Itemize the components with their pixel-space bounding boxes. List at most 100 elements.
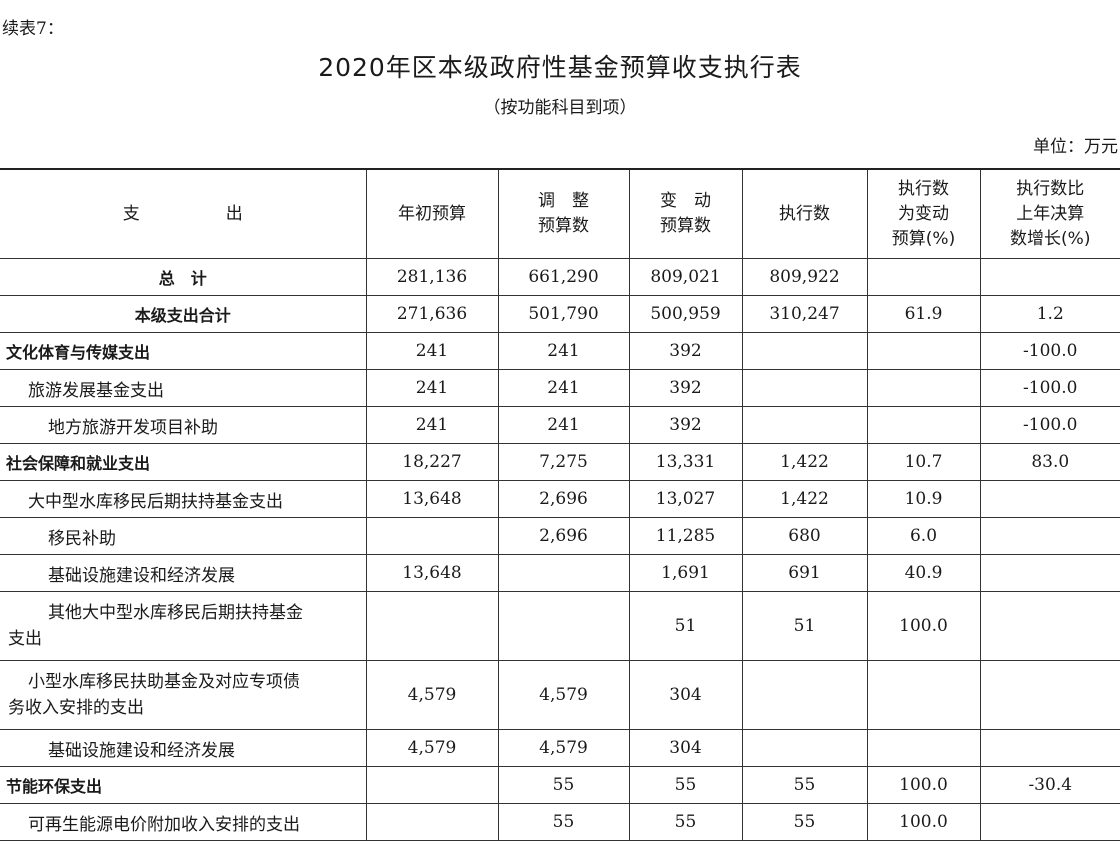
cell-changed: 392	[629, 406, 743, 444]
row-name: 总 计	[0, 258, 367, 296]
cell-pct-changed: 40.9	[867, 554, 981, 592]
cell-growth: 1.2	[980, 295, 1120, 333]
cell-pct-changed: 61.9	[867, 295, 981, 333]
row-name: 可再生能源电价附加收入安排的支出	[0, 803, 367, 841]
table-row: 基础设施建设和经济发展 13,648 1,691 691 40.9	[0, 554, 1120, 592]
cell-initial: 271,636	[366, 295, 499, 333]
row-name: 社会保障和就业支出	[0, 443, 367, 481]
page-subtitle: （按功能科目到项）	[483, 98, 637, 118]
continued-label: 续表7：	[2, 19, 64, 39]
table-row: 总 计 281,136 661,290 809,021 809,922	[0, 258, 1120, 296]
header-changed-budget: 变 动预算数	[629, 168, 743, 259]
cell-adjusted: 661,290	[498, 258, 630, 296]
page-title: 2020年区本级政府性基金预算收支执行表	[318, 53, 802, 82]
row-name: 旅游发展基金支出	[0, 369, 367, 407]
table-row: 文化体育与传媒支出 241 241 392 -100.0	[0, 332, 1120, 370]
cell-changed: 392	[629, 369, 743, 407]
table-row: 旅游发展基金支出 241 241 392 -100.0	[0, 369, 1120, 407]
cell-adjusted: 4,579	[498, 660, 630, 730]
cell-initial: 13,648	[366, 480, 499, 518]
cell-pct-changed: 100.0	[867, 766, 981, 804]
unit-label: 单位：万元	[1033, 137, 1118, 157]
table-row: 地方旅游开发项目补助 241 241 392 -100.0	[0, 406, 1120, 444]
cell-initial: 4,579	[366, 660, 499, 730]
cell-initial: 18,227	[366, 443, 499, 481]
cell-adjusted: 2,696	[498, 517, 630, 555]
cell-adjusted: 501,790	[498, 295, 630, 333]
cell-adjusted: 241	[498, 332, 630, 370]
row-name: 地方旅游开发项目补助	[0, 406, 367, 444]
cell-initial	[366, 803, 499, 841]
cell-growth	[980, 660, 1120, 730]
cell-pct-changed	[867, 258, 981, 296]
cell-adjusted: 2,696	[498, 480, 630, 518]
cell-executed: 55	[742, 803, 868, 841]
cell-growth	[980, 480, 1120, 518]
budget-table: 支 出 年初预算 调 整预算数 变 动预算数 执行数 执行数 为变动 预算(%) 执…	[0, 168, 1120, 841]
header-initial-budget: 年初预算	[366, 168, 499, 259]
cell-executed: 51	[742, 591, 868, 661]
table-row: 小型水库移民扶助基金及对应专项债 务收入安排的支出 4,579 4,579 30…	[0, 660, 1120, 730]
cell-adjusted: 55	[498, 803, 630, 841]
cell-pct-changed	[867, 660, 981, 730]
cell-pct-changed	[867, 406, 981, 444]
cell-executed: 680	[742, 517, 868, 555]
cell-adjusted: 55	[498, 766, 630, 804]
cell-executed	[742, 369, 868, 407]
row-name: 其他大中型水库移民后期扶持基金 支出	[0, 591, 367, 661]
cell-initial: 241	[366, 369, 499, 407]
cell-growth	[980, 258, 1120, 296]
cell-pct-changed	[867, 332, 981, 370]
cell-pct-changed: 6.0	[867, 517, 981, 555]
cell-executed	[742, 332, 868, 370]
cell-adjusted	[498, 591, 630, 661]
cell-executed: 55	[742, 766, 868, 804]
cell-adjusted	[498, 554, 630, 592]
row-name: 大中型水库移民后期扶持基金支出	[0, 480, 367, 518]
cell-changed: 13,331	[629, 443, 743, 481]
row-name-line1: 小型水库移民扶助基金及对应专项债	[28, 672, 300, 692]
cell-pct-changed: 100.0	[867, 803, 981, 841]
cell-initial: 241	[366, 332, 499, 370]
cell-changed: 304	[629, 660, 743, 730]
cell-pct-changed: 100.0	[867, 591, 981, 661]
cell-changed: 392	[629, 332, 743, 370]
row-name-line2: 务收入安排的支出	[8, 698, 144, 718]
cell-executed: 809,922	[742, 258, 868, 296]
row-name: 基础设施建设和经济发展	[0, 554, 367, 592]
row-name: 基础设施建设和经济发展	[0, 729, 367, 767]
cell-executed	[742, 660, 868, 730]
cell-growth	[980, 803, 1120, 841]
cell-initial: 281,136	[366, 258, 499, 296]
table-row: 其他大中型水库移民后期扶持基金 支出 51 51 100.0	[0, 591, 1120, 661]
cell-growth	[980, 517, 1120, 555]
cell-growth: -100.0	[980, 332, 1120, 370]
cell-pct-changed	[867, 369, 981, 407]
row-name-line2: 支出	[8, 629, 42, 649]
cell-changed: 11,285	[629, 517, 743, 555]
row-name: 文化体育与传媒支出	[0, 332, 367, 370]
cell-adjusted: 4,579	[498, 729, 630, 767]
cell-adjusted: 7,275	[498, 443, 630, 481]
table-row: 可再生能源电价附加收入安排的支出 55 55 55 100.0	[0, 803, 1120, 841]
cell-growth: -100.0	[980, 406, 1120, 444]
cell-changed: 13,027	[629, 480, 743, 518]
cell-adjusted: 241	[498, 369, 630, 407]
cell-executed: 1,422	[742, 443, 868, 481]
header-expense: 支 出	[0, 168, 367, 259]
cell-pct-changed: 10.7	[867, 443, 981, 481]
table-header-row: 支 出 年初预算 调 整预算数 变 动预算数 执行数 执行数 为变动 预算(%) 执…	[0, 168, 1120, 259]
header-growth: 执行数比 上年决算 数增长(%)	[980, 168, 1120, 259]
table-row: 节能环保支出 55 55 55 100.0 -30.4	[0, 766, 1120, 804]
table-row: 大中型水库移民后期扶持基金支出 13,648 2,696 13,027 1,42…	[0, 480, 1120, 518]
cell-initial: 13,648	[366, 554, 499, 592]
cell-executed: 691	[742, 554, 868, 592]
cell-changed: 55	[629, 803, 743, 841]
cell-growth: 83.0	[980, 443, 1120, 481]
cell-changed: 1,691	[629, 554, 743, 592]
cell-growth	[980, 554, 1120, 592]
cell-executed: 1,422	[742, 480, 868, 518]
row-name: 移民补助	[0, 517, 367, 555]
cell-changed: 51	[629, 591, 743, 661]
table-row: 移民补助 2,696 11,285 680 6.0	[0, 517, 1120, 555]
